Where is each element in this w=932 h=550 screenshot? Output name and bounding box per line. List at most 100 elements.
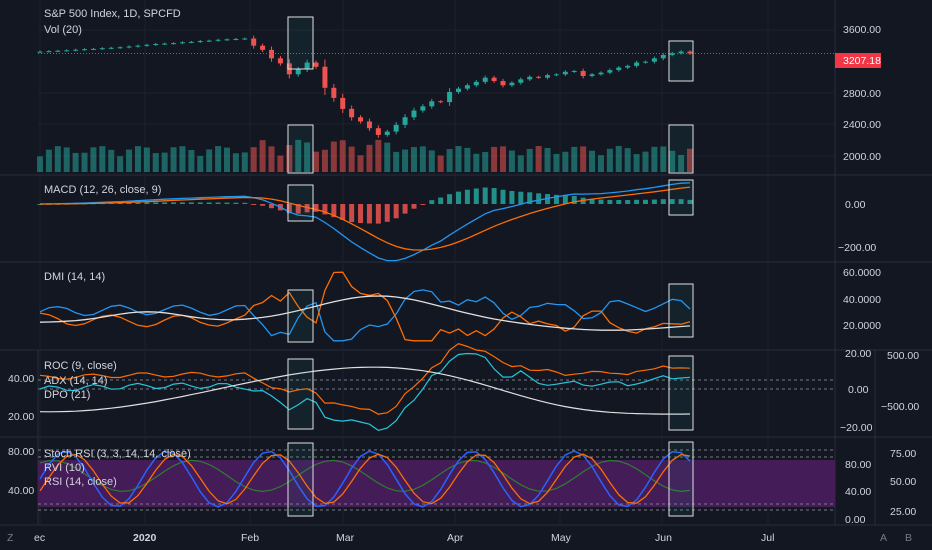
osc-outer-tick: 500.00	[887, 350, 919, 362]
macd-hist-bar	[375, 204, 381, 224]
macd-hist-bar	[233, 202, 239, 204]
candle-body	[55, 50, 61, 52]
candle-body	[126, 46, 132, 48]
highlight-box	[287, 16, 314, 70]
macd-hist-bar	[411, 204, 417, 209]
macd-hist-bar	[651, 199, 657, 204]
candle-body	[215, 39, 221, 41]
dmi-tick: 20.0000	[843, 320, 881, 332]
volume-bar	[286, 145, 293, 172]
volume-bar	[571, 146, 578, 172]
osc-left-tick: 40.00	[8, 373, 34, 385]
candle-body	[304, 62, 310, 70]
candle-body	[634, 62, 640, 66]
volume-bar	[624, 148, 631, 172]
dmi-axis[interactable]: 60.0000 40.0000 20.0000	[843, 267, 881, 332]
candle-body	[242, 38, 248, 40]
macd-hist-bar	[455, 191, 461, 204]
rsi-right-tick: 0.00	[845, 514, 866, 526]
volume-bar	[402, 149, 409, 172]
highlight-box	[668, 441, 694, 517]
volume-bar	[446, 149, 453, 172]
candle-body	[144, 44, 150, 46]
dmi-label: DMI (14, 14)	[44, 271, 105, 283]
highlight-box	[287, 358, 314, 430]
adx-line	[39, 343, 691, 415]
osc-axis[interactable]: 40.00 20.00 20.00 0.00 −20.00 500.00 −50…	[8, 348, 919, 434]
candle-body	[197, 41, 203, 43]
candle-body	[206, 40, 212, 42]
last-price-label: 3207.18	[843, 55, 881, 67]
roc-label: ROC (9, close)	[44, 360, 117, 372]
osc-right-tick: 20.00	[845, 348, 871, 360]
candle-body	[420, 106, 426, 111]
macd-hist-bar	[616, 199, 622, 204]
macd-hist-bar	[482, 187, 488, 204]
dmi-tick: 40.0000	[843, 294, 881, 306]
candle-body	[482, 77, 488, 82]
price-pane[interactable]	[37, 29, 835, 172]
volume-bar	[633, 154, 640, 172]
signal-line	[40, 186, 691, 251]
macd-axis[interactable]: 0.00 −200.00	[838, 199, 876, 254]
candle-body	[669, 53, 675, 55]
osc-left-tick: 20.00	[8, 411, 34, 423]
volume-label: Vol (20)	[44, 24, 82, 36]
candle-body	[188, 41, 194, 43]
dmi-pane[interactable]	[39, 271, 691, 342]
price-tick: 3600.00	[843, 24, 881, 36]
macd-hist-bar	[678, 199, 684, 204]
volume-bar	[259, 140, 266, 172]
candle-body	[660, 54, 666, 59]
macd-hist-bar	[571, 196, 577, 204]
macd-hist-bar	[162, 202, 168, 204]
volume-bar	[37, 156, 43, 172]
candle-body	[642, 61, 648, 63]
macd-hist-bar	[553, 194, 559, 204]
candle-body	[331, 87, 337, 98]
macd-hist-bar	[251, 204, 257, 205]
volume-bar	[428, 150, 435, 172]
volume-bar	[321, 149, 328, 172]
macd-hist-bar	[598, 199, 604, 204]
volume-bar	[642, 151, 649, 172]
auto-scale-button[interactable]: A	[880, 532, 887, 544]
macd-hist-bar	[420, 204, 426, 205]
macd-hist-bar	[384, 204, 390, 222]
zoom-button[interactable]: Z	[7, 532, 14, 544]
candle-body	[438, 101, 444, 103]
dpo-line	[39, 366, 691, 415]
candle-body	[553, 74, 559, 76]
candle-body	[500, 81, 506, 86]
macd-hist-bar	[197, 202, 203, 204]
candle-body	[162, 43, 168, 45]
candle-body	[366, 121, 372, 129]
candle-body	[411, 110, 417, 118]
macd-hist-bar	[536, 193, 542, 204]
volume-bar	[72, 152, 79, 172]
macd-pane[interactable]	[37, 182, 693, 262]
volume-bar	[117, 156, 124, 172]
candle-body	[527, 76, 533, 80]
volume-bar	[197, 156, 204, 172]
time-axis[interactable]: ec 2020 Feb Mar Apr May Jun Jul	[34, 532, 774, 544]
price-axis[interactable]: 3600.00 2800.00 2400.00 2000.00 3207.18	[835, 24, 881, 163]
log-scale-button[interactable]: B	[905, 532, 912, 544]
rvi-label: RVI (10)	[44, 462, 85, 474]
oscillator-pane[interactable]	[38, 343, 835, 432]
rsi-axis[interactable]: 80.00 40.00 80.00 40.00 0.00 75.00 50.00…	[8, 446, 916, 526]
candle-body	[269, 49, 275, 59]
volume-bar	[143, 147, 150, 172]
rsi-right-tick: 80.00	[845, 459, 871, 471]
volume-bar	[339, 140, 346, 172]
macd-tick: −200.00	[838, 242, 876, 254]
macd-hist-bar	[313, 204, 319, 212]
osc-right-tick: −20.00	[840, 422, 873, 434]
volume-bar	[393, 151, 400, 172]
rsi-pane[interactable]	[38, 449, 835, 511]
volume-bar	[126, 149, 133, 172]
highlight-box	[668, 40, 694, 82]
volume-bar	[188, 149, 195, 172]
time-tick: Jul	[761, 532, 774, 544]
